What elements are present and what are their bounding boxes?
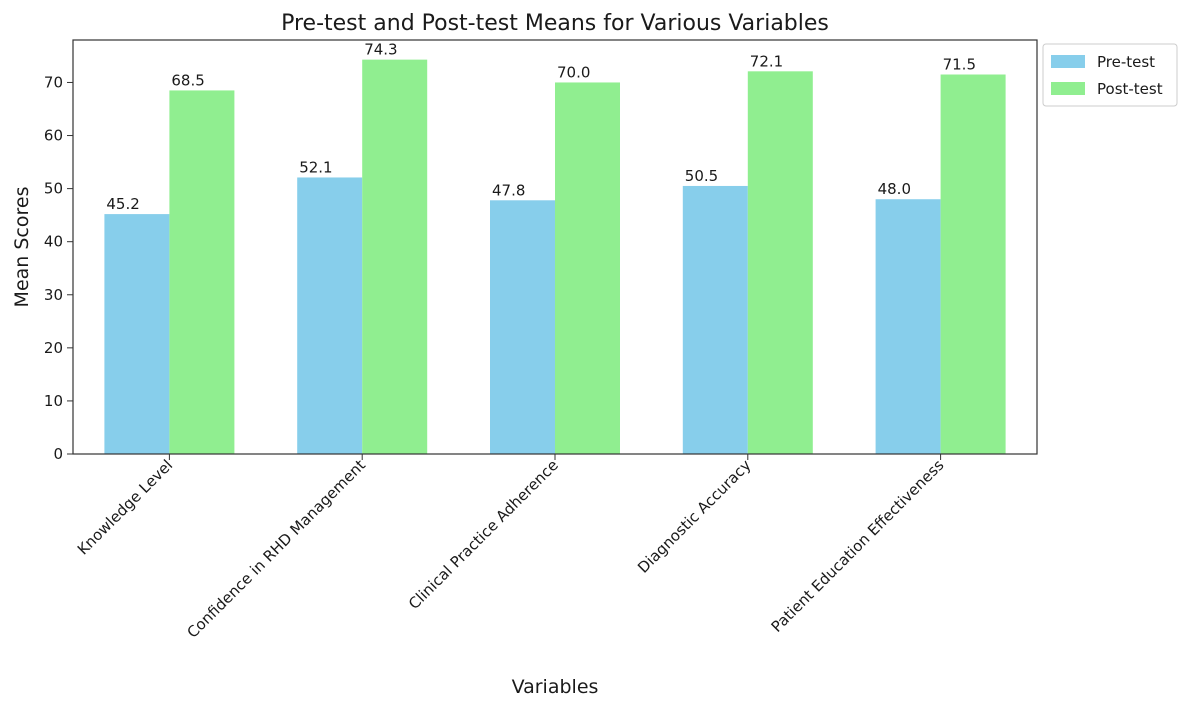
y-tick-label-30: 30 bbox=[44, 286, 63, 304]
bars-group bbox=[104, 59, 1006, 455]
value-label-post-test-diagnostic-accuracy: 72.1 bbox=[750, 52, 783, 70]
value-label-post-test-patient-education-effectiveness: 71.5 bbox=[943, 56, 976, 74]
bar-pre-test-knowledge-level bbox=[104, 214, 170, 454]
bar-post-test-knowledge-level bbox=[169, 90, 235, 454]
y-tick-label-40: 40 bbox=[44, 233, 63, 251]
y-axis: 0 10 20 30 40 50 60 70 bbox=[44, 73, 73, 463]
bar-pre-test-diagnostic-accuracy bbox=[682, 185, 748, 454]
y-tick-label-0: 0 bbox=[53, 445, 63, 463]
legend: Pre-test Post-test bbox=[1042, 43, 1178, 107]
x-tick-label-patient-education-effectiveness: Patient Education Effectiveness bbox=[768, 456, 948, 636]
value-label-post-test-confidence-in-rhd-management: 74.3 bbox=[364, 41, 397, 59]
value-labels-group: 45.2 68.5 52.1 74.3 47.8 70.0 50.5 72.1 48.0 71.5 bbox=[106, 41, 976, 213]
value-label-pre-test-knowledge-level: 45.2 bbox=[106, 195, 139, 213]
y-tick-label-10: 10 bbox=[44, 392, 63, 410]
bar-pre-test-clinical-practice-adherence bbox=[490, 200, 555, 454]
plot-frame bbox=[72, 39, 1038, 455]
value-label-post-test-knowledge-level: 68.5 bbox=[171, 71, 204, 89]
x-tick-label-knowledge-level: Knowledge Level bbox=[74, 456, 176, 558]
y-tick-label-20: 20 bbox=[44, 339, 63, 357]
chart-title: Pre-test and Post-test Means for Various… bbox=[281, 11, 829, 36]
legend-swatch-pre-test bbox=[1051, 55, 1085, 68]
x-axis-title: Variables bbox=[512, 676, 599, 698]
y-tick-label-70: 70 bbox=[44, 73, 63, 91]
bar-pre-test-confidence-in-rhd-management bbox=[297, 177, 363, 454]
bar-post-test-confidence-in-rhd-management bbox=[362, 59, 428, 455]
y-tick-label-50: 50 bbox=[44, 180, 63, 198]
x-tick-label-confidence-in-rhd-management: Confidence in RHD Management bbox=[183, 456, 369, 642]
value-label-pre-test-patient-education-effectiveness: 48.0 bbox=[878, 180, 911, 198]
bar-post-test-diagnostic-accuracy bbox=[747, 71, 813, 455]
y-tick-label-60: 60 bbox=[44, 127, 63, 145]
y-axis-title: Mean Scores bbox=[11, 187, 33, 308]
x-tick-label-diagnostic-accuracy: Diagnostic Accuracy bbox=[634, 456, 755, 577]
value-label-pre-test-diagnostic-accuracy: 50.5 bbox=[685, 167, 718, 185]
legend-label-pre-test: Pre-test bbox=[1097, 53, 1155, 71]
bar-post-test-clinical-practice-adherence bbox=[555, 82, 620, 454]
bar-pre-test-patient-education-effectiveness bbox=[875, 199, 941, 454]
value-label-post-test-clinical-practice-adherence: 70.0 bbox=[557, 63, 590, 81]
bar-post-test-patient-education-effectiveness bbox=[940, 74, 1006, 454]
x-tick-label-clinical-practice-adherence: Clinical Practice Adherence bbox=[405, 456, 562, 613]
legend-label-post-test: Post-test bbox=[1097, 80, 1163, 98]
value-label-pre-test-confidence-in-rhd-management: 52.1 bbox=[299, 158, 332, 176]
x-axis: Knowledge Level Confidence in RHD Managem… bbox=[74, 454, 948, 642]
legend-swatch-post-test bbox=[1051, 82, 1085, 95]
value-label-pre-test-clinical-practice-adherence: 47.8 bbox=[492, 181, 525, 199]
